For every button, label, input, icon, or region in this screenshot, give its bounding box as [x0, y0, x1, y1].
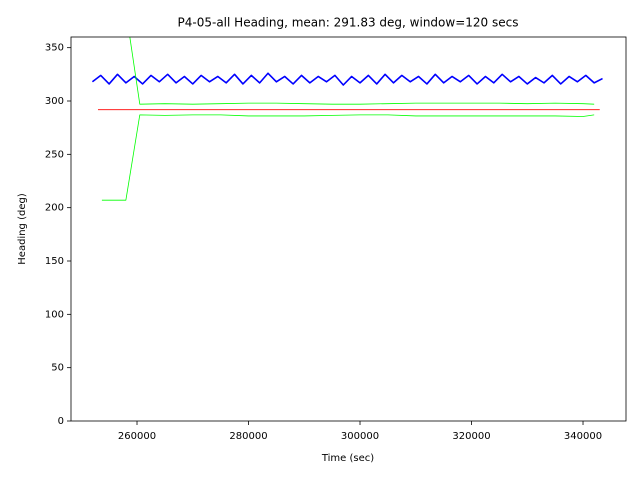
y-tick-label: 200: [45, 203, 64, 214]
x-axis-label: Time (sec): [321, 453, 374, 464]
x-tick-label: 260000: [118, 431, 156, 442]
series-line: [91, 72, 603, 86]
x-tick-label: 320000: [452, 431, 490, 442]
axes-frame: [70, 36, 627, 422]
x-tick-label: 300000: [341, 431, 379, 442]
y-axis-label: Heading (deg): [17, 193, 28, 265]
y-tick-label: 350: [45, 43, 64, 54]
y-tick-label: 0: [58, 416, 64, 427]
x-tick-label: 280000: [229, 431, 267, 442]
series-line: [101, 114, 595, 201]
chart-title: P4-05-all Heading, mean: 291.83 deg, win…: [178, 16, 519, 30]
y-tick-label: 300: [45, 96, 64, 107]
y-tick-label: 100: [45, 309, 64, 320]
plot-area: [91, 37, 603, 201]
series-line: [129, 37, 595, 105]
y-tick-label: 250: [45, 149, 64, 160]
y-tick-label: 150: [45, 256, 64, 267]
y-tick-label: 50: [51, 363, 64, 374]
x-tick-label: 340000: [564, 431, 602, 442]
